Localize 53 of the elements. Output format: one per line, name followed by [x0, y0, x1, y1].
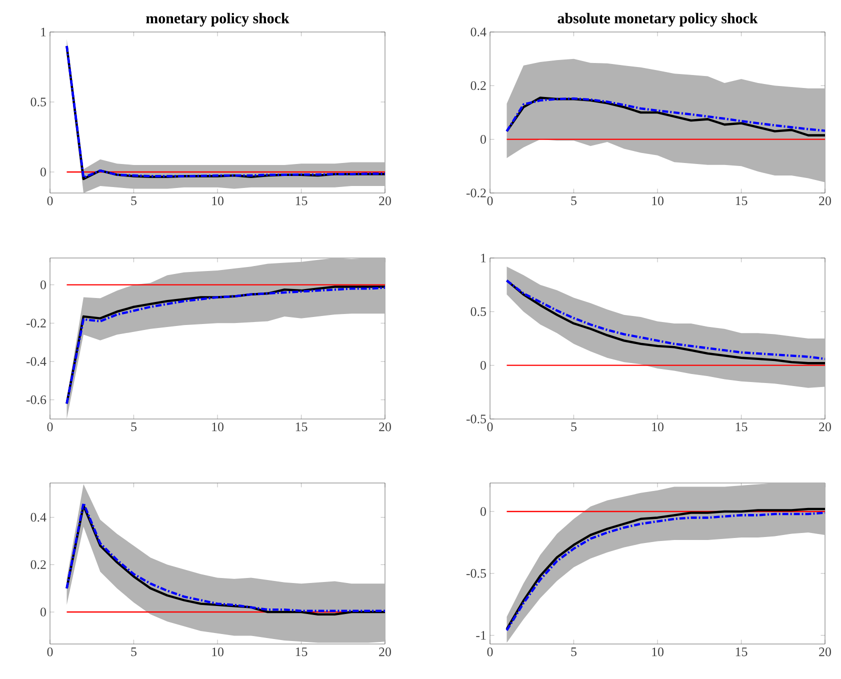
y-tick-label: 0 [480, 360, 486, 370]
x-tick-label: 5 [571, 648, 576, 656]
x-tick-label: 10 [212, 422, 224, 432]
x-tick-label: 0 [487, 422, 493, 432]
x-tick-label: 20 [819, 196, 831, 206]
y-tick-label: 0.2 [470, 81, 486, 90]
x-tick-label: 20 [379, 422, 391, 432]
y-tick-label: 0 [40, 168, 46, 176]
y-tick-label: -0.2 [26, 318, 46, 328]
y-tick-label: 0.5 [30, 98, 46, 106]
y-tick-label: 0.4 [30, 512, 46, 522]
x-tick-label: 10 [212, 196, 224, 206]
x-tick-label: 0 [47, 648, 53, 656]
y-tick-label: -0.4 [26, 357, 46, 366]
x-tick-label: 15 [296, 648, 308, 656]
x-tick-label: 0 [47, 422, 53, 432]
x-tick-label: 5 [571, 196, 576, 206]
y-tick-label: -0.2 [466, 188, 486, 198]
y-tick-label: 0.2 [30, 560, 46, 570]
y-tick-label: -0.6 [26, 395, 46, 404]
x-tick-label: 15 [736, 196, 748, 206]
x-tick-label: 15 [736, 648, 748, 656]
y-tick-label: 0.5 [470, 307, 486, 316]
chart-title: absolute monetary policy shock [558, 12, 758, 26]
x-tick-label: 20 [819, 422, 831, 432]
x-tick-label: 0 [487, 648, 493, 656]
x-tick-label: 10 [652, 422, 664, 432]
y-tick-label: 0.4 [470, 28, 486, 36]
y-tick-label: -1 [476, 631, 486, 640]
x-tick-label: 20 [379, 196, 391, 206]
y-tick-label: -0.5 [466, 569, 486, 578]
x-tick-label: 0 [487, 196, 493, 206]
y-tick-label: 1 [41, 28, 46, 36]
x-tick-label: 20 [819, 648, 831, 656]
y-tick-label: 0 [40, 608, 46, 616]
x-tick-label: 5 [571, 422, 576, 432]
y-tick-label: 0 [40, 280, 46, 290]
x-tick-label: 15 [736, 422, 748, 432]
x-tick-label: 10 [652, 196, 664, 206]
x-tick-label: 5 [131, 648, 136, 656]
x-tick-label: 15 [296, 196, 308, 206]
x-tick-label: 0 [47, 196, 53, 206]
chart-title: monetary policy shock [146, 12, 290, 26]
x-tick-label: 5 [131, 196, 136, 206]
y-tick-label: 0 [480, 507, 486, 516]
y-tick-label: 1 [481, 254, 486, 262]
y-tick-label: 0 [480, 134, 486, 144]
x-tick-label: 5 [131, 422, 136, 432]
y-tick-label: -0.5 [466, 414, 486, 424]
x-tick-label: 15 [296, 422, 308, 432]
x-tick-label: 10 [652, 648, 664, 656]
x-tick-label: 10 [212, 648, 224, 656]
x-tick-label: 20 [379, 648, 391, 656]
